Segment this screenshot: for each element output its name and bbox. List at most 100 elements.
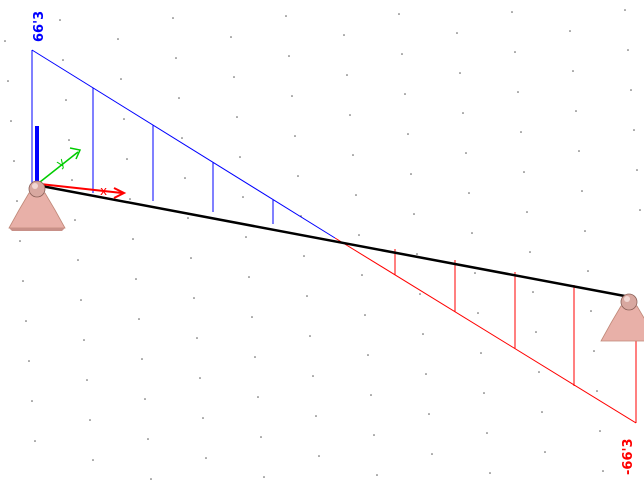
grid-dot — [599, 430, 601, 432]
grid-dot — [462, 112, 464, 114]
left-support-icon[interactable] — [8, 180, 66, 231]
grid-dot — [19, 240, 21, 242]
grid-dot — [364, 314, 366, 316]
grid-dot — [138, 318, 140, 320]
grid-dot — [474, 272, 476, 274]
grid-dot — [68, 139, 70, 141]
max-negative-label: -66'3 — [621, 438, 636, 475]
grid-dot — [199, 377, 201, 379]
grid-dot — [407, 133, 409, 135]
grid-dot — [349, 114, 351, 116]
grid-dot — [7, 80, 9, 82]
grid-dot — [25, 320, 27, 322]
grid-dot — [92, 459, 94, 461]
grid-dot — [34, 440, 36, 442]
grid-dot — [297, 175, 299, 177]
grid-dot — [120, 78, 122, 80]
grid-dot — [242, 196, 244, 198]
grid-dot — [590, 310, 592, 312]
grid-dot — [141, 358, 143, 360]
x-axis: x — [39, 183, 127, 199]
grid-dot — [318, 455, 320, 457]
grid-dot — [16, 200, 18, 202]
grid-dot — [263, 476, 265, 478]
grid-dot — [630, 89, 632, 91]
grid-dot — [196, 337, 198, 339]
grid-dot — [367, 354, 369, 356]
grid-dot — [260, 436, 262, 438]
max-positive-label: 66'3 — [32, 11, 47, 42]
grid-dot — [184, 177, 186, 179]
grid-dot — [581, 190, 583, 192]
grid-dot — [202, 417, 204, 419]
grid-dot — [22, 280, 24, 282]
grid-dots — [4, 9, 641, 480]
grid-dot — [31, 400, 33, 402]
grid-dot — [578, 150, 580, 152]
grid-dot — [477, 312, 479, 314]
grid-dot — [624, 9, 626, 11]
grid-dot — [404, 93, 406, 95]
grid-dot — [178, 97, 180, 99]
grid-dot — [419, 293, 421, 295]
grid-dot — [489, 472, 491, 474]
grid-dot — [355, 194, 357, 196]
grid-dot — [77, 259, 79, 261]
grid-dot — [639, 209, 641, 211]
beam-line[interactable] — [35, 183, 631, 299]
grid-dot — [181, 137, 183, 139]
grid-dot — [288, 55, 290, 57]
grid-dot — [627, 49, 629, 51]
grid-dot — [190, 257, 192, 259]
grid-dot — [520, 131, 522, 133]
grid-dot — [62, 59, 64, 61]
grid-dot — [83, 339, 85, 341]
grid-dot — [239, 156, 241, 158]
grid-dot — [254, 356, 256, 358]
grid-dot — [343, 34, 345, 36]
grid-dot — [126, 158, 128, 160]
grid-dot — [10, 120, 12, 122]
negative-diagram-region — [334, 237, 637, 424]
grid-dot — [236, 116, 238, 118]
right-support-icon[interactable] — [600, 293, 644, 342]
grid-dot — [172, 17, 174, 19]
positive-diagram-region — [31, 49, 336, 239]
grid-dot — [306, 295, 308, 297]
grid-dot — [150, 478, 152, 480]
grid-dot — [245, 236, 247, 238]
grid-dot — [309, 335, 311, 337]
grid-dot — [352, 154, 354, 156]
grid-dot — [89, 419, 91, 421]
grid-dot — [422, 333, 424, 335]
grid-dot — [584, 230, 586, 232]
grid-dot — [593, 350, 595, 352]
grid-dot — [517, 91, 519, 93]
grid-dot — [117, 38, 119, 40]
grid-dot — [285, 15, 287, 17]
grid-dot — [602, 470, 604, 472]
local-axes: y x — [35, 126, 127, 199]
grid-dot — [233, 76, 235, 78]
grid-dot — [425, 373, 427, 375]
grid-dot — [294, 135, 296, 137]
grid-dot — [413, 213, 415, 215]
y-axis: y — [39, 147, 82, 183]
grid-dot — [511, 11, 513, 13]
grid-dot — [468, 192, 470, 194]
grid-dot — [535, 331, 537, 333]
grid-dot — [541, 411, 543, 413]
grid-dot — [376, 474, 378, 476]
grid-dot — [483, 392, 485, 394]
grid-dot — [361, 274, 363, 276]
grid-dot — [59, 19, 61, 21]
grid-dot — [544, 451, 546, 453]
grid-dot — [538, 371, 540, 373]
grid-dot — [471, 232, 473, 234]
grid-dot — [410, 173, 412, 175]
grid-dot — [123, 118, 125, 120]
grid-dot — [526, 211, 528, 213]
grid-dot — [86, 379, 88, 381]
